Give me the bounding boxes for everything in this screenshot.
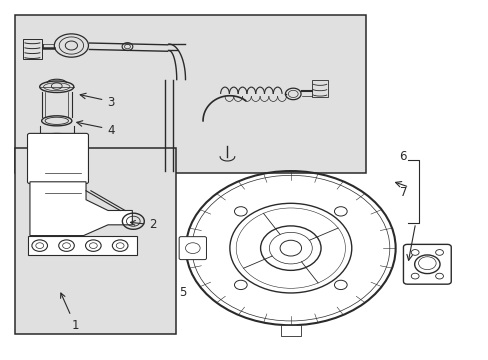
- Text: 4: 4: [107, 124, 114, 137]
- Polygon shape: [27, 235, 137, 255]
- Text: 3: 3: [107, 96, 114, 109]
- Text: 6: 6: [399, 150, 406, 163]
- FancyBboxPatch shape: [15, 148, 176, 334]
- Text: 7: 7: [399, 186, 406, 199]
- FancyBboxPatch shape: [27, 134, 88, 184]
- Text: 2: 2: [130, 218, 157, 231]
- Text: 5: 5: [178, 287, 185, 300]
- Text: 1: 1: [61, 293, 79, 332]
- Polygon shape: [30, 182, 132, 235]
- FancyBboxPatch shape: [179, 237, 206, 260]
- FancyBboxPatch shape: [15, 15, 366, 173]
- FancyBboxPatch shape: [403, 244, 450, 284]
- FancyBboxPatch shape: [281, 325, 300, 336]
